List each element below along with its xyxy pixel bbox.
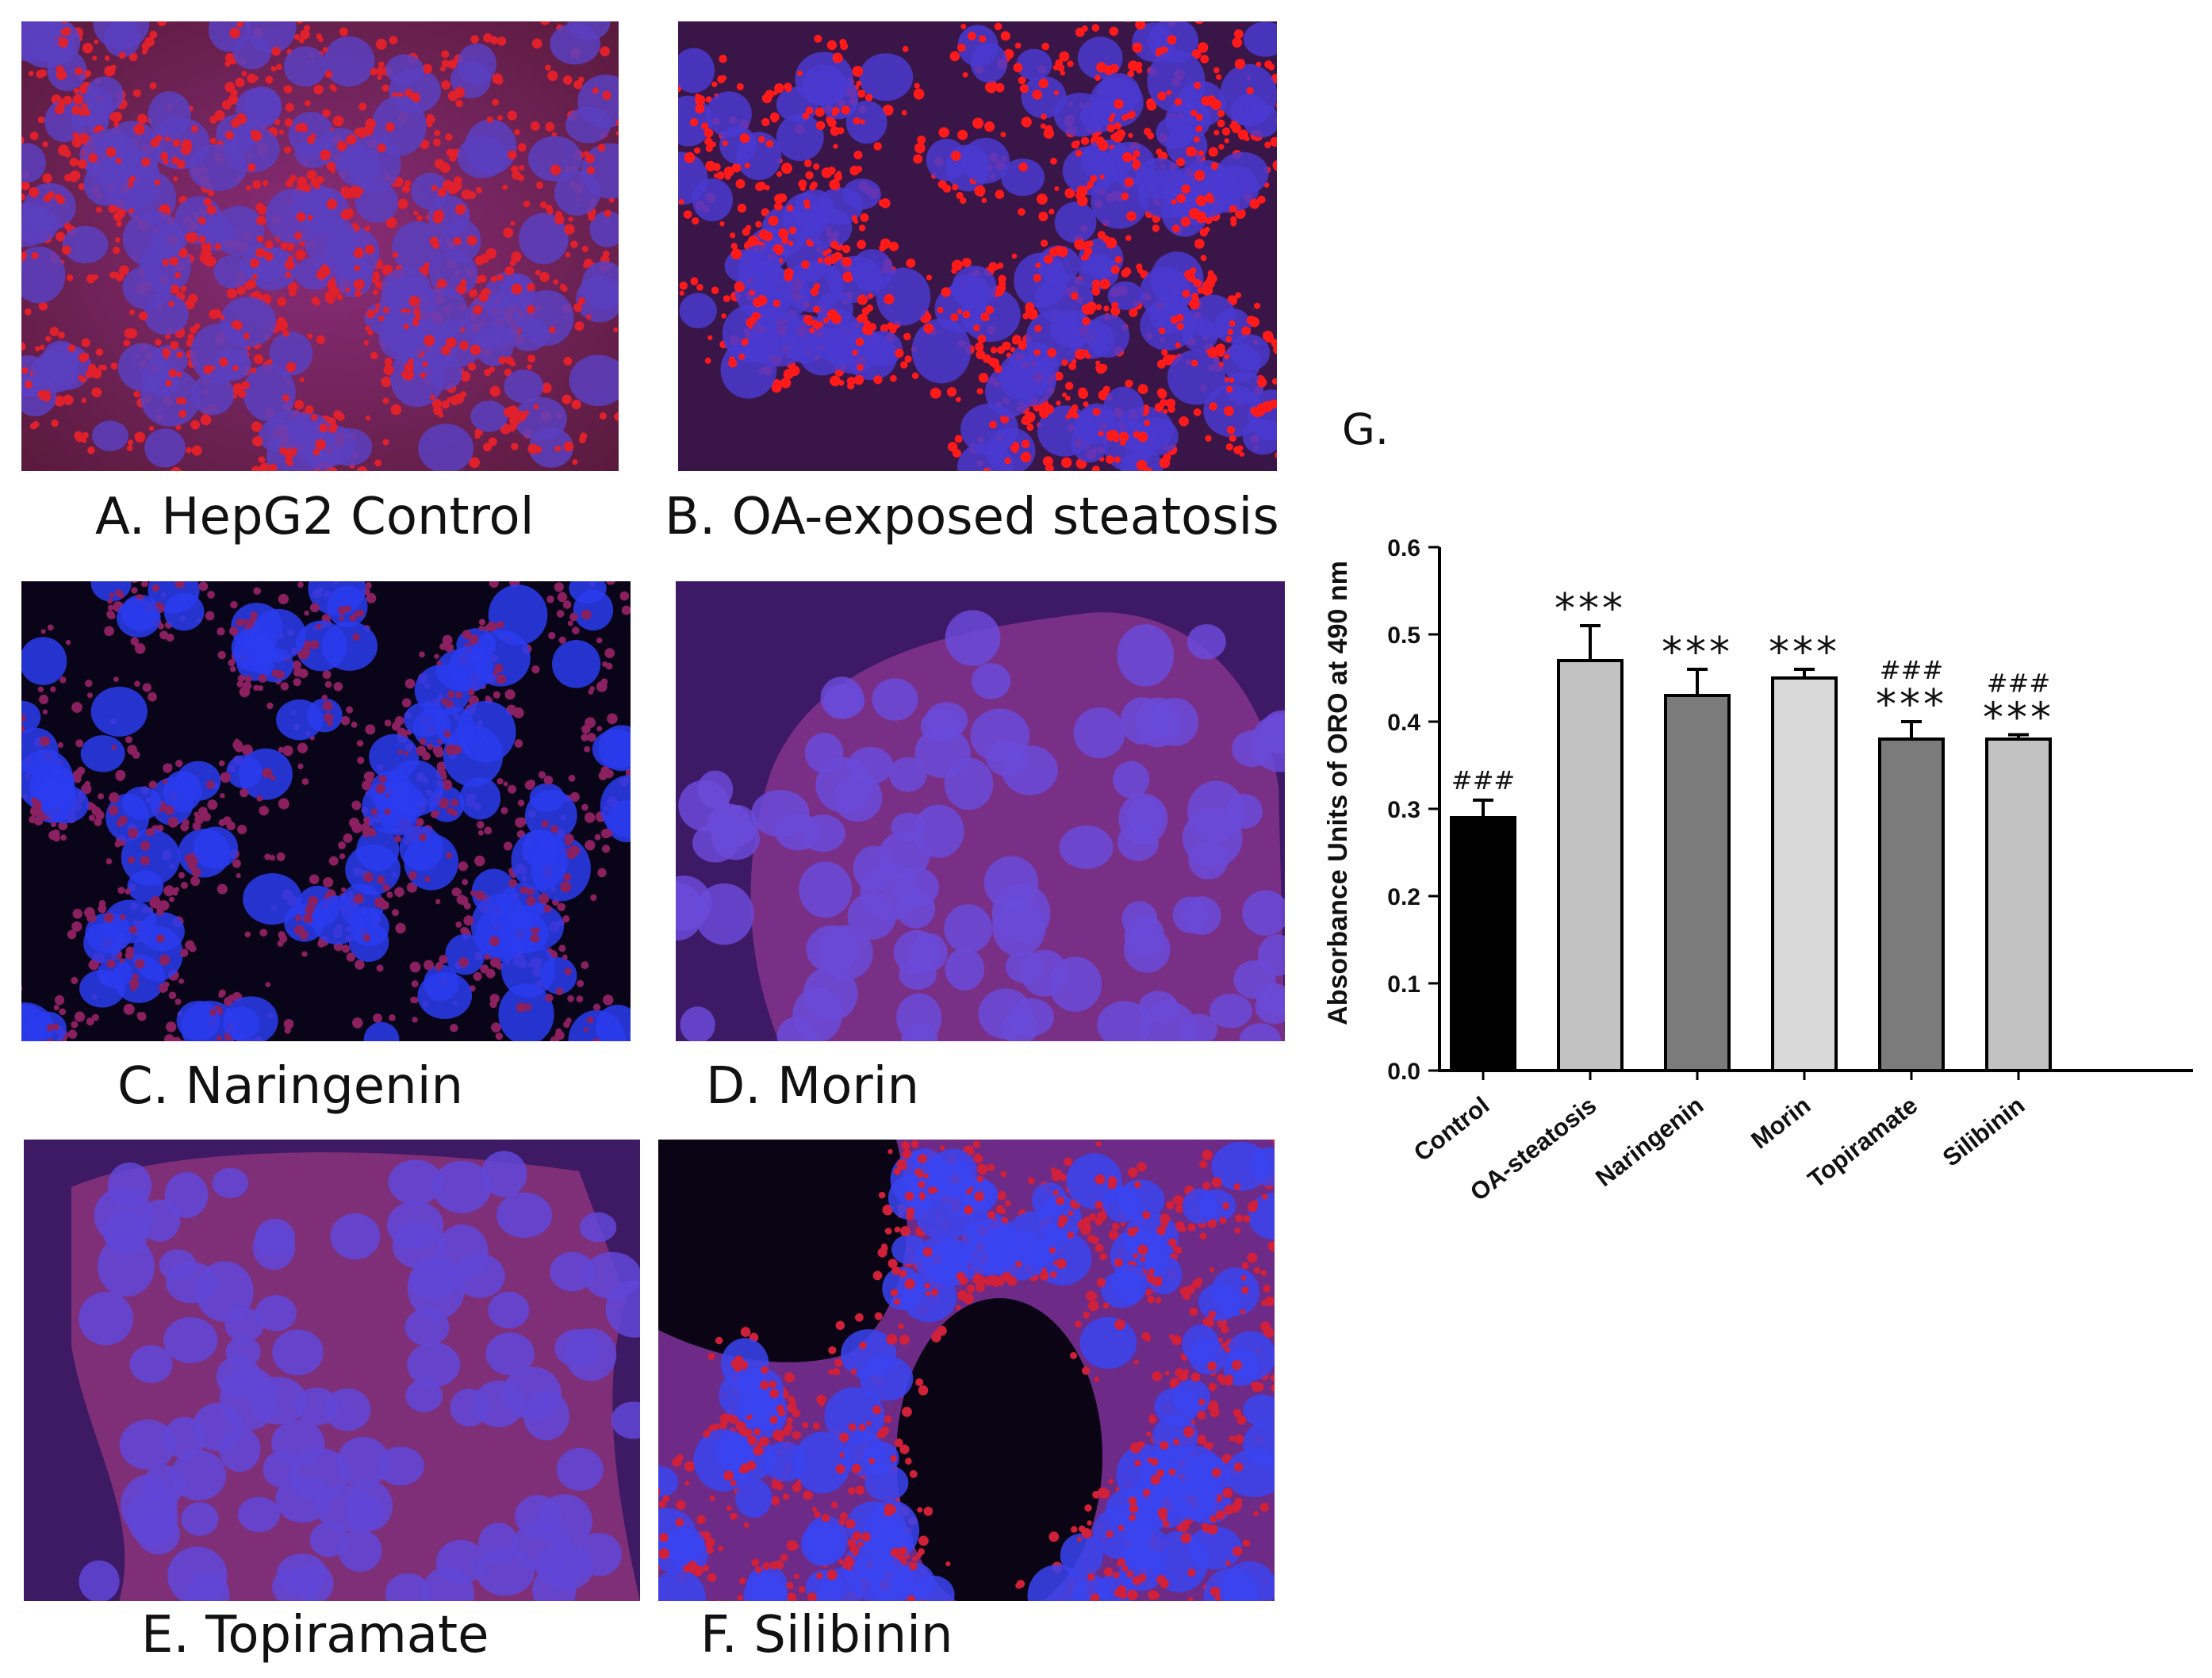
- caption-f: F. Silibinin: [700, 1606, 953, 1665]
- micrograph-f: [658, 1140, 1275, 1601]
- caption-d: D. Morin: [706, 1057, 919, 1116]
- y-tick-label: 0.3: [1387, 797, 1420, 823]
- bar-topiramate: [1878, 737, 1945, 1072]
- significance-hashes: ###: [1451, 765, 1515, 795]
- bar-naringenin: [1664, 694, 1731, 1072]
- caption-a: A. HepG2 Control: [95, 488, 535, 546]
- x-tick-label: Topiramate: [1803, 1091, 1923, 1193]
- micrograph-d: [676, 581, 1285, 1041]
- significance-stars: ***: [1876, 681, 1947, 729]
- micrograph-e: [24, 1140, 640, 1601]
- chart-panel-label: G.: [1342, 404, 1389, 454]
- micrograph-c: [21, 581, 631, 1041]
- bar-silibinin: [1985, 737, 2052, 1072]
- x-tick-label: Control: [1409, 1091, 1494, 1167]
- bar-chart: G. Absorbance Units of ORO at 490 nm 0.0…: [1323, 404, 2193, 1206]
- bar-oa-steatosis: [1557, 659, 1624, 1072]
- caption-b: B. OA-exposed steatosis: [665, 488, 1279, 546]
- caption-c: C. Naringenin: [117, 1057, 464, 1116]
- significance-hashes: ###: [1880, 655, 1943, 685]
- significance-hashes: ###: [1987, 669, 2050, 699]
- significance-stars: ***: [1555, 585, 1626, 633]
- y-tick-label: 0.4: [1387, 710, 1420, 736]
- significance-stars: ***: [1983, 695, 2054, 742]
- significance-stars: ***: [1662, 629, 1733, 676]
- x-tick-label: Naringenin: [1590, 1091, 1708, 1192]
- significance-stars: ***: [1769, 629, 1840, 676]
- y-tick-label: 0.6: [1387, 535, 1420, 561]
- x-tick-label: Morin: [1746, 1091, 1815, 1155]
- y-tick-label: 0.2: [1387, 884, 1420, 910]
- bar-control: [1450, 816, 1516, 1072]
- bar-morin: [1771, 676, 1838, 1072]
- y-tick-label: 0.5: [1387, 623, 1420, 649]
- micrograph-b: [678, 21, 1277, 471]
- x-tick-label: Silibinin: [1938, 1091, 2030, 1172]
- micrograph-a: [21, 21, 619, 471]
- y-tick-label: 0.0: [1387, 1059, 1420, 1085]
- y-axis-label: Absorbance Units of ORO at 490 nm: [1323, 561, 1353, 1025]
- caption-e: E. Topiramate: [141, 1606, 489, 1665]
- y-tick-label: 0.1: [1387, 971, 1420, 998]
